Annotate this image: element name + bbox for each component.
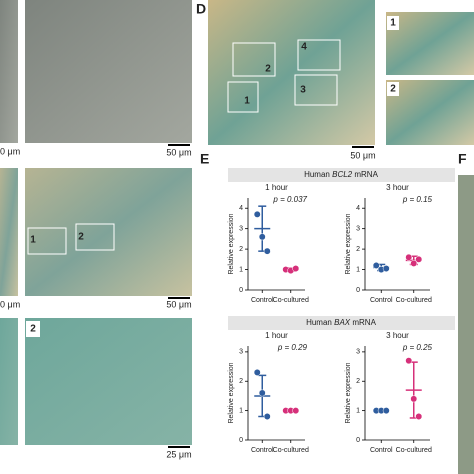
data-point — [253, 368, 261, 376]
y-tick-label: 2 — [239, 246, 243, 253]
chart-title: 1 hour — [265, 183, 288, 192]
y-tick-label: 3 — [239, 349, 243, 356]
scale-bar-label: 25 μm — [166, 449, 191, 459]
y-tick-label: 4 — [356, 205, 360, 212]
header-bar — [228, 168, 455, 182]
micrograph — [0, 0, 18, 143]
y-tick-label: 0 — [356, 287, 360, 294]
scale-bar-label: 0 μm — [0, 146, 20, 156]
chart-title: 1 hour — [265, 331, 288, 340]
y-tick-label: 3 — [239, 226, 243, 233]
data-point — [258, 389, 266, 397]
y-axis-label: Relative expression — [345, 213, 352, 274]
data-point — [253, 210, 261, 218]
header-suffix: mRNA — [354, 170, 378, 179]
micrograph — [25, 168, 192, 296]
data-point — [382, 265, 390, 272]
x-tick-label: Co-cultured — [396, 447, 432, 454]
image-label: 2 — [265, 64, 271, 75]
x-tick-label: Co-cultured — [273, 447, 309, 454]
data-point — [405, 357, 413, 365]
p-value: p = 0.29 — [277, 343, 308, 352]
header-suffix: mRNA — [352, 318, 376, 327]
p-value: p = 0.15 — [402, 195, 433, 204]
panel-label: D — [196, 1, 206, 17]
x-tick-label: Control — [251, 447, 274, 454]
scale-bar-label: 0 μm — [0, 299, 20, 309]
panel-label: E — [200, 151, 209, 167]
y-tick-label: 0 — [239, 437, 243, 444]
data-point — [415, 255, 423, 263]
p-value: p = 0.25 — [402, 343, 433, 352]
y-tick-label: 0 — [239, 287, 243, 294]
data-point — [258, 233, 266, 241]
data-point — [382, 407, 390, 415]
micrograph — [386, 80, 474, 145]
chart-title: 3 hour — [386, 183, 409, 192]
x-tick-label: Control — [370, 297, 393, 304]
y-axis-label: Relative expression — [228, 213, 235, 274]
y-axis-label: Relative expression — [345, 362, 352, 423]
data-point — [410, 259, 418, 267]
data-point — [372, 262, 380, 269]
image-label: 2 — [30, 324, 36, 335]
data-point — [405, 253, 413, 261]
y-tick-label: 1 — [356, 266, 360, 273]
p-value: p = 0.037 — [272, 195, 307, 204]
y-tick-label: 4 — [239, 205, 243, 212]
x-tick-label: Co-cultured — [396, 297, 432, 304]
header-prefix: Human — [304, 170, 330, 179]
chart-title: 3 hour — [386, 331, 409, 340]
micrograph — [458, 175, 474, 474]
label-boxes — [26, 16, 399, 337]
panel-header: Human BAX mRNA — [306, 318, 377, 327]
image-label: 1 — [30, 235, 36, 246]
y-tick-label: 2 — [356, 378, 360, 385]
data-point — [292, 407, 300, 415]
y-tick-label: 1 — [239, 266, 243, 273]
image-label: 3 — [300, 85, 306, 96]
header-gene: BAX — [334, 318, 351, 327]
y-axis-label: Relative expression — [228, 362, 235, 423]
micrograph — [208, 0, 375, 145]
scale-bar-label: 50 μm — [166, 299, 191, 309]
y-tick-label: 3 — [356, 349, 360, 356]
data-point — [415, 413, 423, 420]
y-tick-label: 1 — [356, 407, 360, 414]
image-label: 1 — [244, 96, 250, 107]
micrograph — [25, 318, 192, 445]
x-tick-label: Co-cultured — [273, 297, 309, 304]
image-label: 2 — [78, 232, 84, 243]
y-tick-label: 2 — [356, 246, 360, 253]
micrograph — [25, 0, 192, 143]
scale-bar-lines — [168, 144, 374, 448]
x-tick-label: Control — [251, 297, 274, 304]
data-point — [263, 247, 271, 255]
data-point — [292, 265, 300, 272]
image-label: 1 — [390, 18, 396, 29]
micrograph — [0, 168, 18, 296]
inset-boxes — [27, 39, 341, 255]
scale-bar-label: 50 μm — [350, 150, 375, 160]
image-label: 4 — [301, 42, 307, 53]
y-tick-label: 3 — [356, 226, 360, 233]
data-point — [410, 395, 418, 403]
header-bar — [228, 316, 455, 330]
micrograph — [0, 318, 18, 445]
x-tick-label: Control — [370, 447, 393, 454]
header-gene: BCL2 — [332, 170, 353, 179]
micrograph — [386, 12, 474, 75]
header-prefix: Human — [306, 318, 332, 327]
y-tick-label: 0 — [356, 437, 360, 444]
panel-label: F — [458, 151, 467, 167]
scale-bar-label: 50 μm — [166, 147, 191, 157]
y-tick-label: 2 — [239, 378, 243, 385]
data-point — [263, 413, 271, 420]
y-tick-label: 1 — [239, 407, 243, 414]
image-label: 2 — [390, 84, 396, 95]
panel-header: Human BCL2 mRNA — [304, 170, 379, 179]
